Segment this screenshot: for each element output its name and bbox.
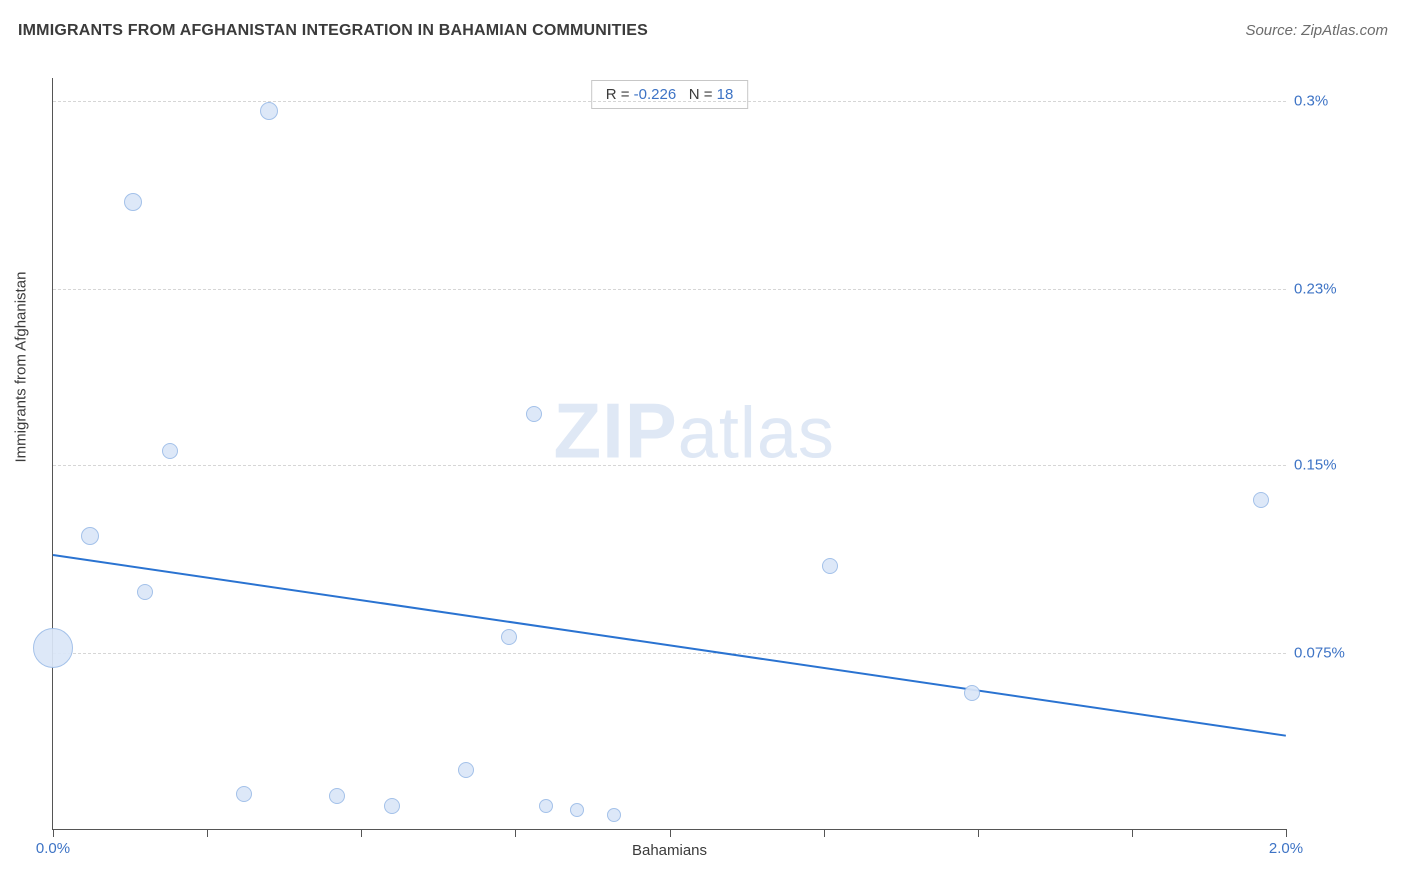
data-point xyxy=(539,799,553,813)
chart-title: IMMIGRANTS FROM AFGHANISTAN INTEGRATION … xyxy=(18,22,648,40)
data-point xyxy=(526,406,542,422)
trendline xyxy=(53,554,1286,737)
x-tick xyxy=(515,829,516,837)
watermark-rest: atlas xyxy=(678,393,835,473)
source-attribution: Source: ZipAtlas.com xyxy=(1245,22,1388,39)
x-tick-label: 0.0% xyxy=(36,840,70,857)
data-point xyxy=(964,685,980,701)
chart-container: ZIPatlas R = -0.226 N = 18 Immigrants fr… xyxy=(18,50,1388,874)
gridline xyxy=(53,465,1286,466)
x-tick xyxy=(53,829,54,837)
data-point xyxy=(501,629,517,645)
y-tick-label: 0.23% xyxy=(1294,281,1372,298)
stat-r-value: -0.226 xyxy=(634,86,677,103)
stat-n-label: N = xyxy=(689,86,717,103)
gridline xyxy=(53,289,1286,290)
data-point xyxy=(124,193,142,211)
watermark-bold: ZIP xyxy=(553,386,677,474)
stat-n-value: 18 xyxy=(717,86,734,103)
x-tick xyxy=(1132,829,1133,837)
gridline xyxy=(53,653,1286,654)
stats-spacer xyxy=(676,86,689,103)
stats-box: R = -0.226 N = 18 xyxy=(591,80,749,109)
x-tick xyxy=(978,829,979,837)
x-tick xyxy=(207,829,208,837)
stat-r-label: R = xyxy=(606,86,634,103)
data-point xyxy=(329,788,345,804)
x-tick xyxy=(824,829,825,837)
data-point xyxy=(236,786,252,802)
data-point xyxy=(33,628,73,668)
plot-area: ZIPatlas R = -0.226 N = 18 Immigrants fr… xyxy=(52,78,1286,830)
data-point xyxy=(607,808,621,822)
x-axis-title: Bahamians xyxy=(632,842,707,859)
y-tick-label: 0.15% xyxy=(1294,457,1372,474)
x-tick xyxy=(670,829,671,837)
gridline xyxy=(53,101,1286,102)
data-point xyxy=(162,443,178,459)
data-point xyxy=(822,558,838,574)
data-point xyxy=(458,762,474,778)
data-point xyxy=(1253,492,1269,508)
data-point xyxy=(384,798,400,814)
x-tick-label: 2.0% xyxy=(1269,840,1303,857)
data-point xyxy=(260,102,278,120)
y-axis-title: Immigrants from Afghanistan xyxy=(13,271,30,462)
watermark: ZIPatlas xyxy=(553,385,834,476)
data-point xyxy=(570,803,584,817)
data-point xyxy=(137,584,153,600)
data-point xyxy=(81,527,99,545)
x-tick xyxy=(1286,829,1287,837)
x-tick xyxy=(361,829,362,837)
y-tick-label: 0.3% xyxy=(1294,93,1372,110)
y-tick-label: 0.075% xyxy=(1294,644,1372,661)
